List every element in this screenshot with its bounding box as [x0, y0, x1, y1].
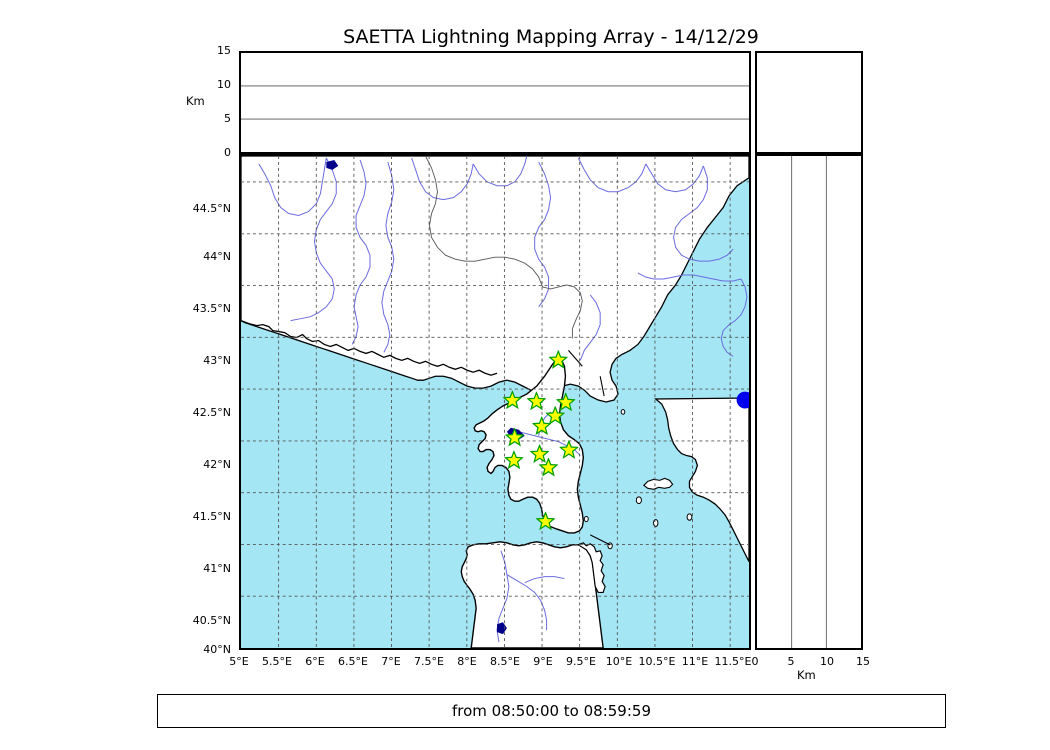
lat-tick-43.5N: 43.5°N: [192, 302, 231, 315]
lat-tick-41N: 41°N: [203, 562, 231, 575]
map-plot: [241, 156, 749, 648]
range-axis-label: Km: [797, 668, 816, 682]
status-text: from 08:50:00 to 08:59:59: [451, 702, 651, 720]
status-bar[interactable]: from 08:50:00 to 08:59:59: [157, 694, 946, 728]
altitude-longitude-panel[interactable]: [239, 51, 751, 154]
range-tick-5: 5: [787, 655, 795, 668]
page-title: SAETTA Lightning Mapping Array - 14/12/2…: [343, 26, 759, 48]
lat-tick-44.5N: 44.5°N: [192, 202, 231, 215]
lon-tick-10E: 10°E: [605, 655, 633, 668]
altitude-tick-5: 5: [224, 112, 231, 125]
lat-tick-40.5N: 40.5°N: [192, 614, 231, 627]
range-tick-10: 10: [820, 655, 834, 668]
lon-tick-7.5E: 7.5°E: [414, 655, 444, 668]
altitude-tick-10: 10: [217, 78, 231, 91]
altitude-tick-0: 0: [224, 146, 231, 159]
lat-tick-43N: 43°N: [203, 354, 231, 367]
rivers: [258, 156, 748, 643]
lon-tick-9E: 9°E: [533, 655, 553, 668]
lon-tick-7E: 7°E: [381, 655, 401, 668]
altitude-axis-label: Km: [186, 94, 205, 108]
dot-icon[interactable]: [736, 391, 749, 409]
altitude-tick-15: 15: [217, 44, 231, 57]
landmasses: [241, 156, 749, 648]
range-tick-15: 15: [856, 655, 870, 668]
lon-tick-8.5E: 8.5°E: [490, 655, 520, 668]
map-panel[interactable]: [239, 154, 751, 650]
corner-panel[interactable]: [755, 51, 863, 154]
lon-tick-10.5E: 10.5°E: [638, 655, 676, 668]
range-tick-0: 0: [751, 655, 759, 668]
map-gridlines: [241, 156, 749, 648]
lat-tick-44N: 44°N: [203, 250, 231, 263]
lon-tick-11E: 11°E: [681, 655, 709, 668]
altitude-panel-plot: [241, 85, 749, 120]
latitude-range-panel[interactable]: [755, 154, 863, 650]
lon-tick-11.5E: 11.5°E: [714, 655, 752, 668]
lon-tick-9.5E: 9.5°E: [566, 655, 596, 668]
lon-tick-6E: 6°E: [305, 655, 325, 668]
lon-tick-8E: 8°E: [457, 655, 477, 668]
corner-panel-plot: [757, 53, 861, 152]
lat-tick-42N: 42°N: [203, 458, 231, 471]
lon-tick-5E: 5°E: [229, 655, 249, 668]
lat-tick-42.5N: 42.5°N: [192, 406, 231, 419]
lat-tick-41.5N: 41.5°N: [192, 510, 231, 523]
admin-borders: [425, 156, 583, 339]
range-panel-plot: [791, 156, 827, 648]
lon-tick-5.5E: 5.5°E: [262, 655, 292, 668]
lat-tick-40N: 40°N: [203, 643, 231, 656]
lon-tick-6.5E: 6.5°E: [338, 655, 368, 668]
